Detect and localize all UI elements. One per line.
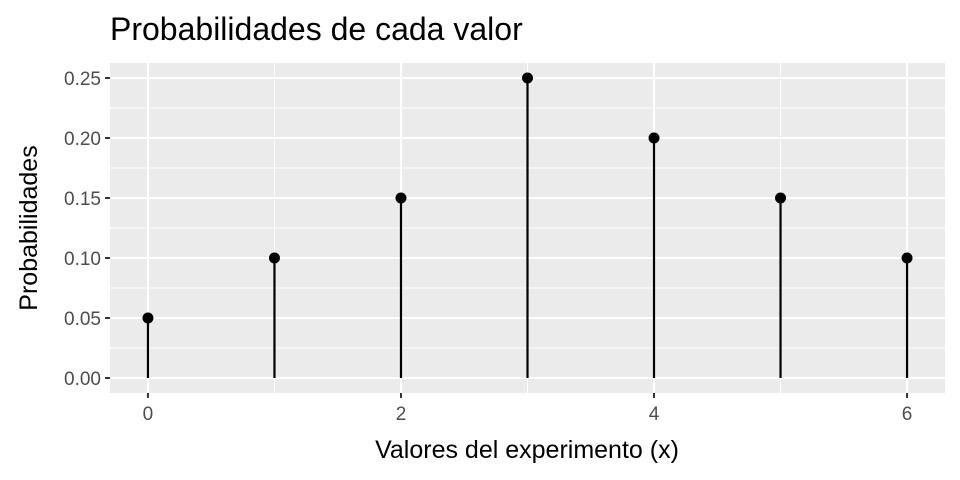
y-axis-title: Probabilidades [15, 145, 43, 310]
data-point [648, 132, 660, 144]
data-point [142, 312, 154, 324]
data-point [522, 72, 533, 84]
x-tick-label: 2 [396, 404, 407, 425]
y-tick-label: 0.00 [64, 369, 101, 390]
x-tick-label: 4 [649, 404, 660, 425]
y-tick-label: 0.10 [64, 249, 101, 270]
data-point [395, 192, 407, 204]
y-tick-label: 0.05 [64, 309, 101, 330]
x-tick-label: 0 [143, 404, 154, 425]
data-point [775, 192, 787, 204]
data-point [901, 252, 913, 264]
data-point [268, 252, 280, 264]
axis-ticks: 0.00 0.05 0.10 0.15 0.20 0.25 0 2 4 6 [64, 69, 912, 425]
y-tick-label: 0.15 [64, 189, 101, 210]
x-axis-title: Valores del experimento (x) [375, 436, 679, 464]
data-marks [142, 72, 913, 378]
y-tick-label: 0.25 [64, 69, 101, 90]
y-tick-label: 0.20 [64, 129, 101, 150]
x-tick-label: 6 [902, 404, 913, 425]
chart-title: Probabilidades de cada valor [110, 11, 523, 47]
